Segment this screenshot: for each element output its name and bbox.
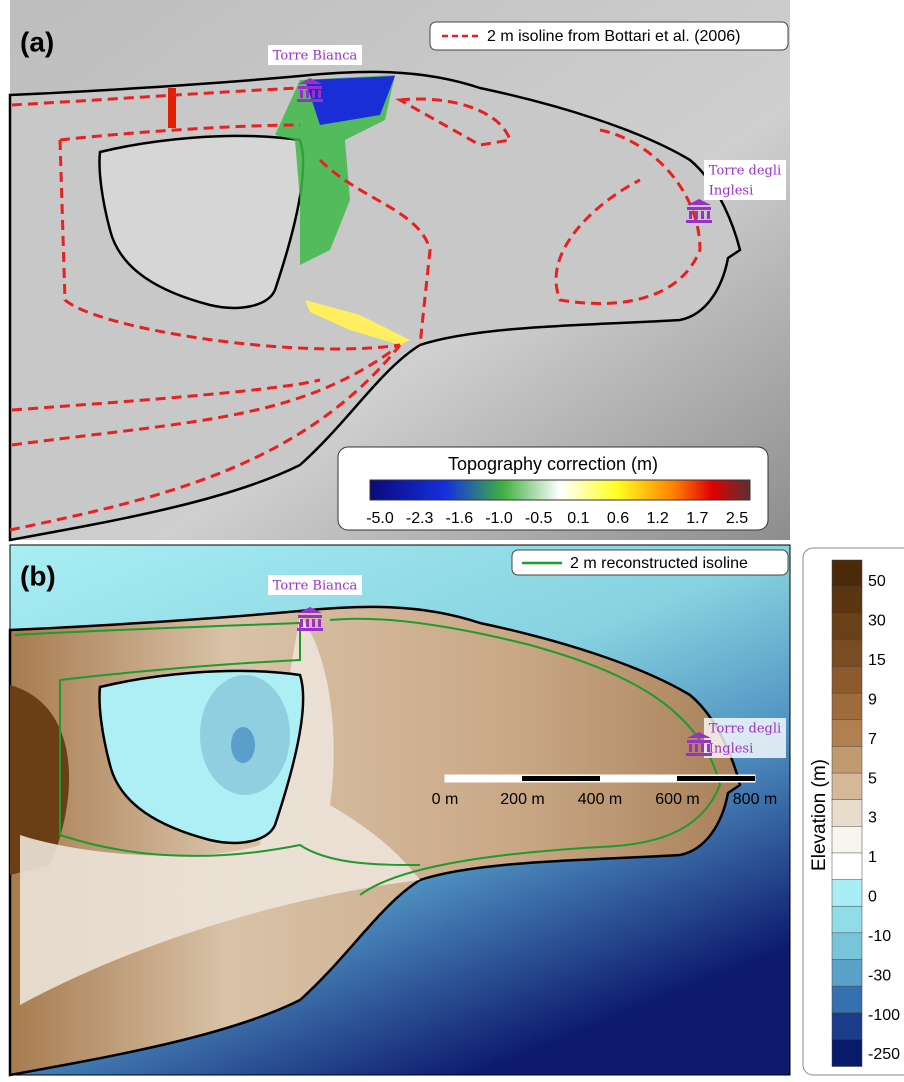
colorbar-tick-label: 1 [868,849,877,866]
colorbar-tick-label: 15 [868,652,886,669]
colorbar-band [831,719,863,748]
colorbar-band [831,826,863,854]
correction-positive [305,300,410,345]
lagoon-deep [231,727,255,763]
colorbar-band [831,959,863,987]
place-box [704,160,786,200]
place-label: Inglesi [709,184,754,199]
colorbar-tick-label: -250 [868,1046,900,1063]
scale-label: 400 m [578,791,622,808]
colorbar-band [831,932,863,961]
elevation-colorbar: Elevation (m) 50 30 15 9 7 5 3 1 0 -10 -30 -100 -250 [802,547,904,1076]
place-box [268,575,362,595]
colorbar-band [831,1012,863,1041]
place-box [704,718,786,758]
colorbar-tick-label: 0 [868,889,877,906]
correction-strong [305,76,395,125]
colorbar-tick-label: -1.6 [446,510,474,527]
correction-negative [275,75,395,265]
colorbar-band [831,613,863,641]
colorbar-tick-label: -0.5 [525,510,553,527]
colorbar-tick-label: -30 [868,967,891,984]
colorbar-band [831,985,863,1014]
scale-label: 200 m [500,791,544,808]
tower-icon [297,607,323,631]
tower-icon [297,78,323,102]
colorbar-tick-label: -5.0 [366,510,394,527]
colorbar-band [831,692,863,721]
isoline-2m [9,86,702,532]
correction-positive [168,88,176,128]
colorbar-tick-label: 50 [868,573,886,590]
colorbar-band [831,586,863,615]
legend-box [511,549,789,576]
colorbar [369,479,751,501]
colorbar-tick-label: 7 [868,731,877,748]
colorbar-tick-label: 0.6 [607,510,629,527]
colorbar-band [831,799,863,828]
colorbar-band [831,1039,863,1067]
panel-b: 2 m reconstructed isoline (b) Torre Bian… [8,544,791,1077]
colorbar-tick-label: 1.2 [647,510,669,527]
legend-text: 2 m isoline from Bottari et al. (2006) [487,28,740,45]
colorbar-tick-label: 3 [868,810,877,827]
scale-label: 0 m [432,791,459,808]
tower-icon [686,199,712,223]
colorbar-tick-label: -1.0 [485,510,513,527]
scale-bar [522,776,600,781]
colorbar-tick-label: 5 [868,770,877,787]
low-land [20,615,420,1005]
place-label: Torre Bianca [273,49,358,64]
place-label: Torre degli [709,722,781,737]
place-label: Inglesi [709,742,754,757]
colorbar-title: Topography correction (m) [448,454,658,474]
colorbar-tick-label: 30 [868,613,886,630]
colorbar-tick-label: 0.1 [567,510,589,527]
legend-text: 2 m reconstructed isoline [570,555,748,572]
scale-bar [677,776,755,781]
panel-label: (b) [20,560,56,591]
colorbar-band [831,905,863,934]
tower-icon [686,732,712,756]
colorbar-tick-label: -100 [868,1007,900,1024]
colorbar-tick-label: -10 [868,928,891,945]
colorbar-title: Elevation (m) [809,759,830,871]
scale-label: 800 m [733,791,777,808]
colorbar-band [831,772,863,801]
place-label: Torre degli [709,164,781,179]
colorbar-band [831,639,863,668]
hill [10,685,70,875]
colorbar-tick-label: 1.7 [686,510,708,527]
colorbar-tick-label: -2.3 [406,510,434,527]
colorbar-band [831,666,863,694]
colorbar-band [831,559,863,588]
place-label: Torre Bianca [273,579,358,594]
colorbar-tick-label: 9 [868,691,877,708]
legend-box [429,21,789,51]
panel-a: 2 m isoline from Bottari et al. (2006) (… [8,0,790,542]
colorbar-band [831,746,863,774]
panel-label: (a) [20,26,54,57]
place-box [268,45,362,65]
colorbar-tick-label: 2.5 [726,510,748,527]
scale-label: 600 m [655,791,699,808]
colorbar-band [831,879,863,907]
colorbar-band [831,852,863,881]
